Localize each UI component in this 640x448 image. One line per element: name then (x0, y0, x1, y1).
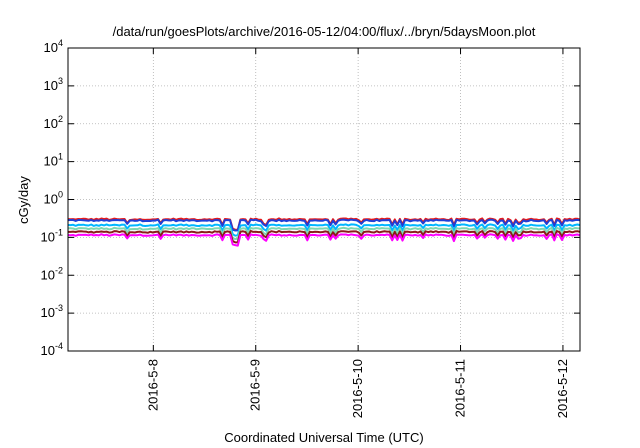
y-tick-label: 101 (44, 152, 63, 169)
y-tick-label: 10-2 (41, 265, 63, 282)
x-tick-label: 2016-5-10 (350, 359, 365, 418)
series-line (68, 226, 581, 240)
chart-title: /data/run/goesPlots/archive/2016-05-12/0… (113, 24, 536, 39)
y-axis-ticks: 10-4 10-3 10-2 10-1 100 101 102 103 104 (41, 38, 580, 358)
x-axis-label: Coordinated Universal Time (UTC) (224, 430, 423, 445)
grid (68, 48, 580, 351)
series-line (67, 218, 581, 232)
x-tick-label: 2016-5-11 (453, 359, 468, 417)
x-tick-label: 2016-5-8 (145, 359, 160, 411)
y-tick-label: 10-3 (41, 303, 63, 320)
y-tick-label: 10-4 (41, 341, 63, 358)
y-tick-label: 103 (44, 76, 63, 93)
series-line (68, 230, 581, 244)
y-tick-label: 102 (44, 114, 63, 131)
series-layer (67, 217, 581, 247)
y-tick-label: 10-1 (41, 227, 63, 244)
x-tick-label: 2016-5-9 (248, 359, 263, 411)
y-axis-label: cGy/day (16, 176, 31, 224)
series-line (67, 233, 581, 247)
series-line (67, 223, 581, 237)
x-tick-label: 2016-5-12 (555, 359, 570, 418)
y-tick-label: 104 (44, 38, 63, 55)
x-axis-ticks: 2016-5-8 2016-5-9 2016-5-10 2016-5-11 2016-5… (145, 48, 570, 418)
y-tick-label: 100 (44, 190, 63, 207)
